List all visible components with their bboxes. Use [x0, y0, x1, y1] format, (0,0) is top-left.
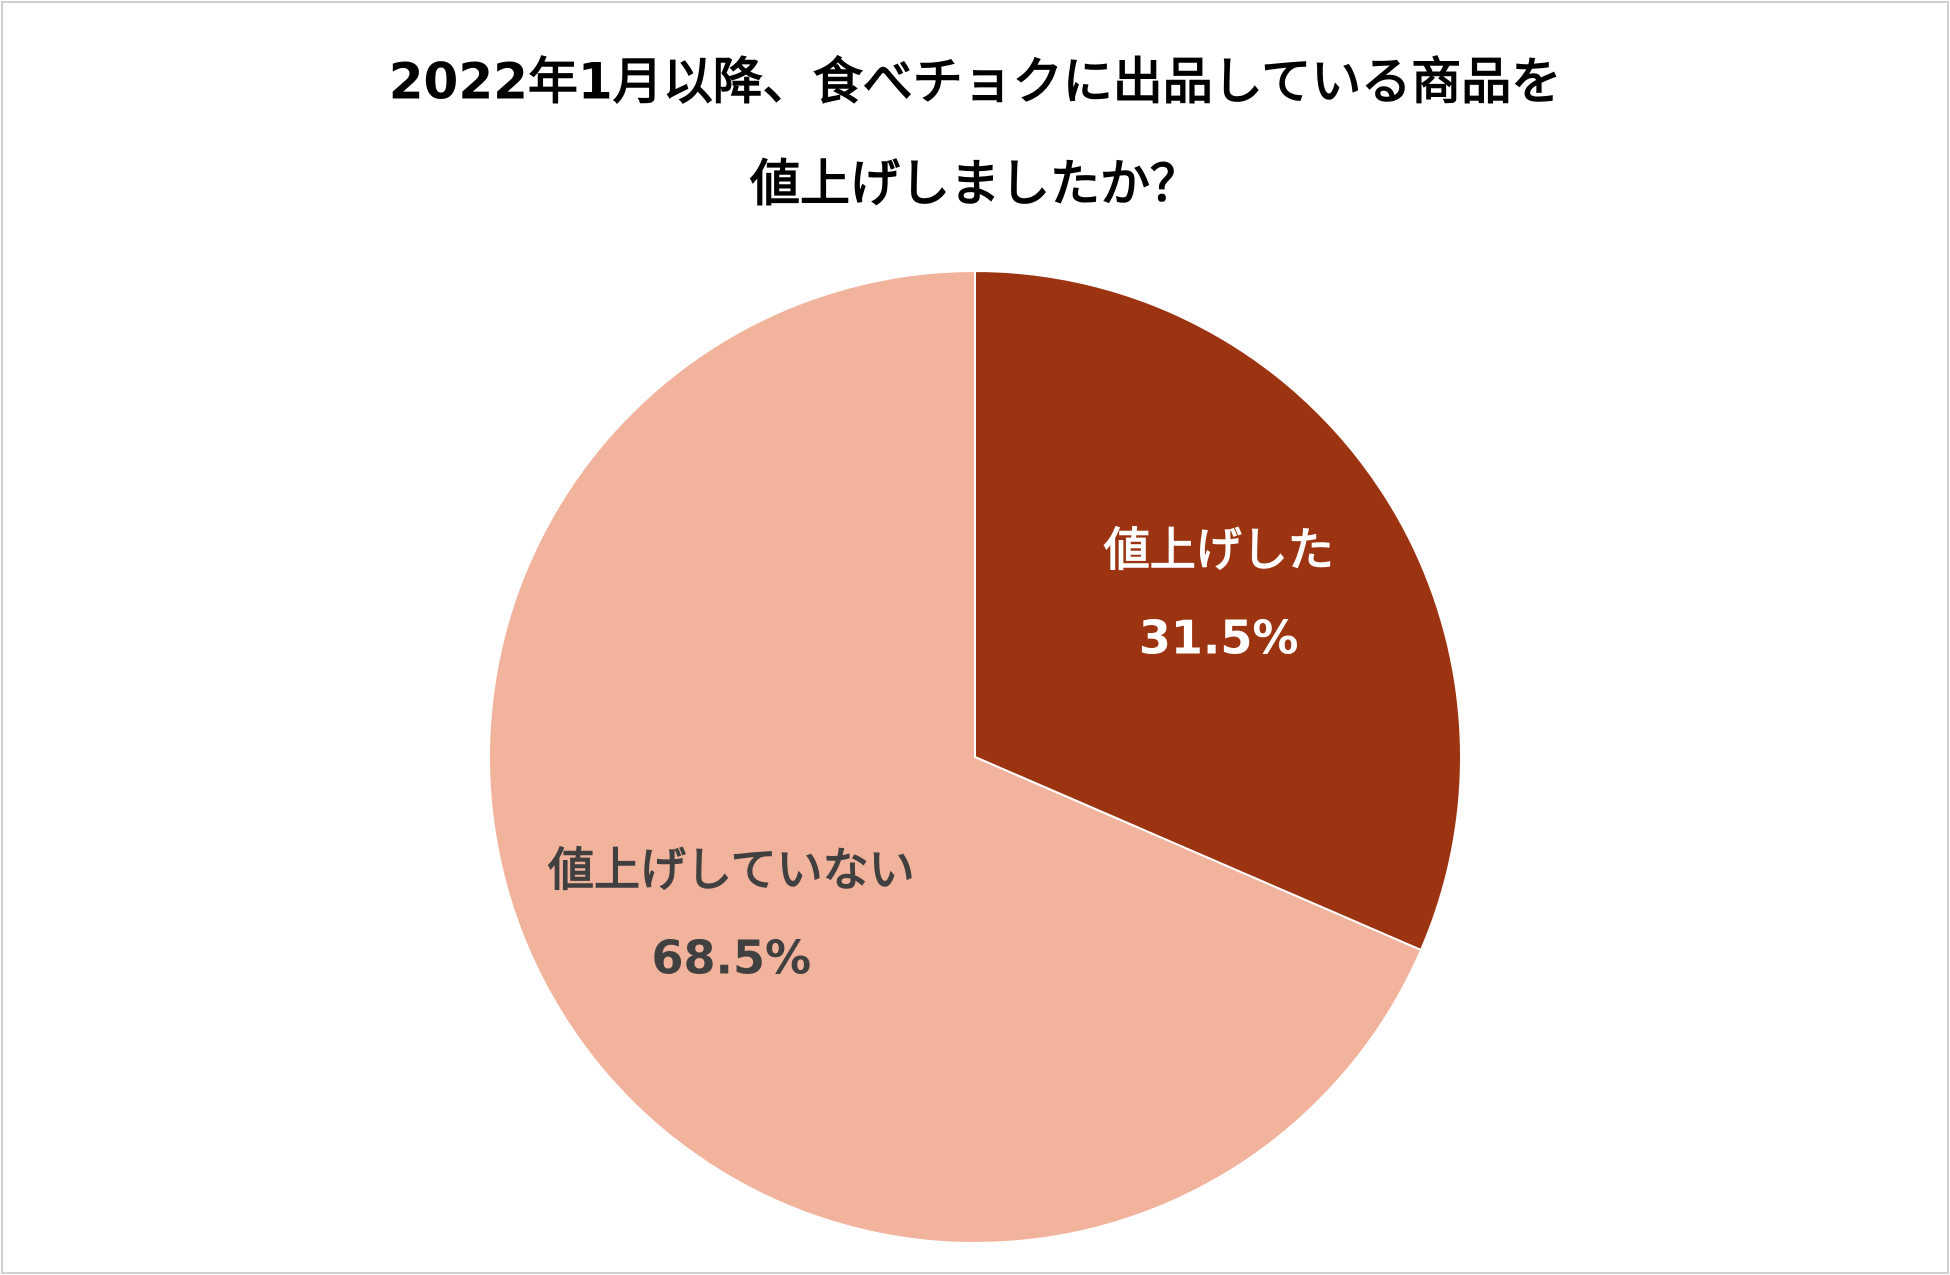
- pie-slice: [974, 269, 1462, 952]
- value-label: 68.5%: [651, 931, 811, 985]
- slice-label: 値上げした: [1103, 522, 1334, 576]
- chart-title: 値上げしましたか？: [749, 155, 1200, 213]
- slice-label: 値上げしていない: [547, 843, 915, 897]
- value-label: 31.5%: [1139, 610, 1299, 664]
- pie-slice: [488, 269, 1423, 1244]
- chart-title: 2022年1月以降、食べチョクに出品している商品を: [389, 53, 1561, 111]
